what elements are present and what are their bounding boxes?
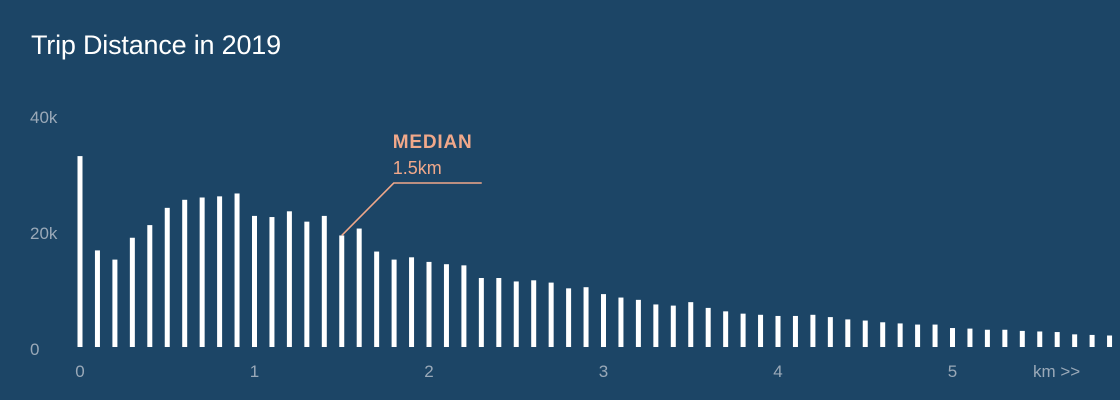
histogram-bar [199, 197, 205, 347]
y-tick-label: 0 [30, 340, 39, 359]
histogram-bar [147, 225, 153, 347]
chart-title: Trip Distance in 2019 [31, 30, 281, 60]
histogram-bar [531, 280, 537, 347]
histogram-bar [915, 324, 921, 347]
histogram-bar [932, 324, 938, 347]
x-tick-label: 5 [948, 362, 957, 381]
histogram-bar [601, 294, 606, 347]
histogram-bar [618, 297, 624, 347]
x-tick-label: 3 [599, 362, 608, 381]
median-annotation: MEDIAN 1.5km [341, 132, 482, 237]
y-axis-ticks: 0 20k 40k [30, 108, 58, 359]
histogram-bar [758, 314, 764, 347]
histogram-bar [252, 215, 257, 347]
histogram-bar [496, 278, 502, 347]
histogram-bar [635, 299, 641, 347]
histogram-bar [845, 319, 851, 347]
histogram-bar [984, 329, 990, 347]
histogram-bar [356, 228, 362, 347]
histogram-bar [810, 314, 816, 347]
histogram-bar [1089, 334, 1095, 347]
histogram-bar [880, 322, 886, 347]
histogram-bar [950, 328, 955, 347]
x-tick-label: 0 [75, 362, 84, 381]
histogram-bar [304, 221, 310, 347]
histogram-bar [77, 156, 83, 347]
histogram-bar [723, 311, 729, 347]
histogram-bar [94, 250, 100, 347]
histogram-bar [1002, 329, 1008, 347]
histogram-bar [897, 323, 903, 347]
median-label: MEDIAN [393, 132, 473, 153]
histogram-bar [112, 259, 118, 347]
y-tick-label: 40k [30, 108, 58, 127]
x-tick-label: 4 [773, 362, 782, 381]
histogram-bar [391, 259, 397, 347]
histogram-bar [478, 278, 484, 347]
histogram-bar [548, 282, 554, 347]
histogram-bar [339, 235, 345, 347]
histogram-bar [566, 288, 572, 347]
histogram-bar [1107, 335, 1113, 347]
x-tick-label: 2 [424, 362, 433, 381]
histogram-bar [1054, 332, 1060, 347]
histogram-bar [269, 217, 275, 347]
histogram-bar [182, 199, 188, 347]
histogram-bar [217, 196, 223, 347]
bars-group [77, 156, 1113, 347]
histogram-bar [705, 307, 711, 347]
histogram-bar [775, 315, 781, 347]
histogram-bar [513, 281, 519, 347]
x-unit-label: km >> [1033, 362, 1080, 381]
median-leader-line [341, 182, 482, 237]
histogram-bar [321, 215, 327, 347]
histogram-bar [653, 304, 659, 347]
histogram-bar [234, 193, 240, 347]
histogram-bar [688, 302, 694, 347]
histogram-bar [583, 287, 589, 347]
histogram-bar [129, 237, 135, 347]
histogram-bar [426, 261, 432, 347]
histogram-bar [164, 207, 170, 347]
x-axis-ticks: 0 1 2 3 4 5 km >> [75, 362, 1080, 381]
histogram-bar [443, 264, 449, 347]
x-tick-label: 1 [250, 362, 259, 381]
histogram-bar [827, 317, 833, 347]
median-value-label: 1.5km [393, 158, 442, 178]
histogram-bar [967, 328, 973, 347]
histogram-bar [461, 265, 467, 347]
histogram-bar [409, 257, 415, 347]
histogram-bar [740, 313, 746, 347]
histogram-bar [1037, 331, 1043, 347]
histogram-bar [374, 251, 380, 347]
histogram-bar [1072, 334, 1078, 347]
histogram-bar [286, 211, 292, 347]
histogram-bar [670, 305, 676, 347]
histogram-bar [792, 315, 798, 347]
histogram-bar [1019, 330, 1025, 347]
histogram-bar [862, 320, 868, 347]
y-tick-label: 20k [30, 224, 58, 243]
